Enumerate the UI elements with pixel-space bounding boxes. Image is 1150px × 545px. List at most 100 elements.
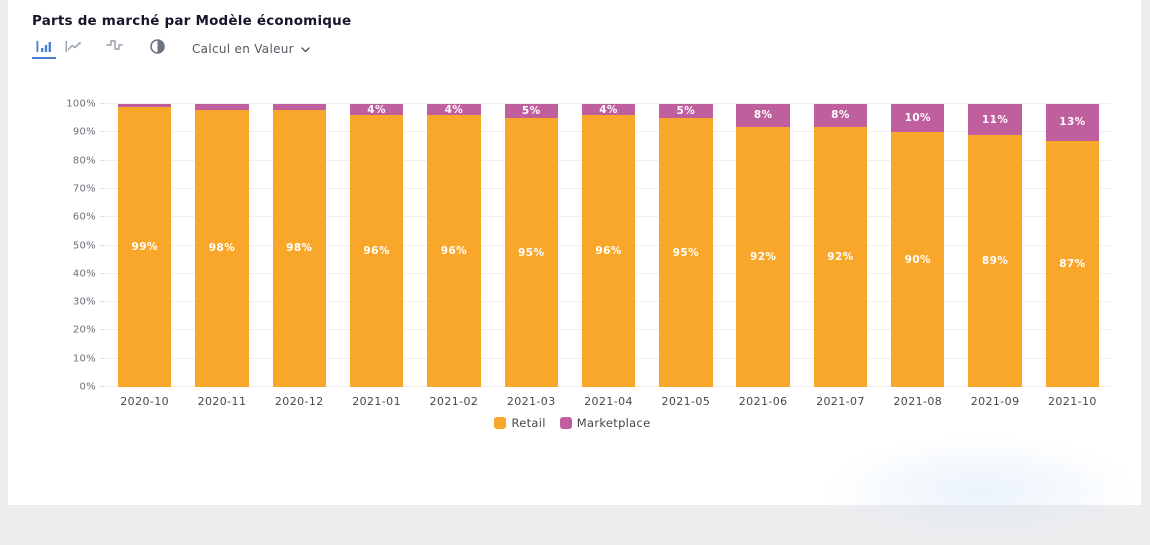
- legend-label: Retail: [511, 416, 546, 430]
- bar-column: 13% 87%: [1034, 104, 1111, 387]
- y-tick-label: 0%: [79, 381, 96, 393]
- retail-segment[interactable]: 96%: [349, 115, 404, 387]
- marketplace-segment[interactable]: 5%: [659, 104, 713, 119]
- marketplace-segment[interactable]: 13%: [1045, 104, 1100, 141]
- retail-segment[interactable]: 92%: [736, 126, 790, 387]
- bar-chart-icon: [36, 40, 52, 53]
- stacked-bar[interactable]: 5% 95%: [504, 104, 558, 387]
- stacked-bar[interactable]: 8% 92%: [813, 104, 868, 387]
- axis-tick: [100, 244, 105, 246]
- bar-chart-icon-button[interactable]: [32, 38, 56, 59]
- stacked-bar[interactable]: 4% 96%: [349, 104, 404, 387]
- chart-header: Parts de marché par Modèle économique: [8, 0, 1141, 59]
- marketplace-segment[interactable]: 4%: [349, 104, 404, 116]
- step-chart-icon-button[interactable]: [102, 38, 126, 59]
- marketplace-segment[interactable]: [195, 104, 249, 110]
- axis-tick: [100, 386, 105, 387]
- bar-column: 4% 96%: [570, 104, 647, 387]
- stacked-bar[interactable]: 4% 96%: [427, 104, 481, 387]
- y-tick-label: 70%: [72, 183, 96, 195]
- chart-title: Parts de marché par Modèle économique: [32, 13, 352, 29]
- y-tick-label: 40%: [72, 268, 96, 280]
- calculation-mode-dropdown[interactable]: Calcul en Valeur: [192, 42, 310, 56]
- y-tick-label: 10%: [72, 353, 96, 365]
- legend-item-retail[interactable]: Retail: [494, 416, 545, 430]
- x-tick-label: 2021-01: [352, 395, 401, 408]
- bar-column: 99%: [106, 104, 183, 387]
- step-chart-icon: [105, 39, 123, 53]
- bars-row: 99% 98% 98% 4% 96% 4% 96% 5% 95% 4% 96% 5% 95% 8% 92% 8…: [106, 104, 1111, 387]
- chart-card: Parts de marché par Modèle économique: [8, 0, 1141, 545]
- marketplace-segment[interactable]: 8%: [736, 104, 790, 127]
- retail-segment[interactable]: 92%: [813, 126, 868, 387]
- retail-segment[interactable]: 96%: [581, 115, 636, 387]
- legend: Retail Marketplace: [34, 416, 1111, 430]
- retail-segment[interactable]: 87%: [1045, 140, 1100, 387]
- chevron-down-icon: [301, 42, 310, 56]
- bar-column: 98%: [261, 104, 338, 387]
- legend-item-marketplace[interactable]: Marketplace: [559, 416, 651, 430]
- chart-area: 0% 10% 20% 30% 40% 50% 60% 70% 80% 90% 100% 99% 98%…: [34, 99, 1111, 430]
- contrast-icon: [149, 38, 165, 54]
- x-tick-label: 2020-11: [197, 395, 247, 408]
- stacked-bar[interactable]: 11% 89%: [968, 104, 1022, 387]
- x-tick-label: 2021-06: [738, 395, 788, 408]
- x-tick-label: 2021-05: [661, 395, 711, 408]
- stacked-bar[interactable]: 8% 92%: [736, 104, 790, 387]
- axis-tick: [100, 329, 105, 331]
- axis-tick: [100, 301, 105, 303]
- marketplace-segment[interactable]: 8%: [813, 104, 868, 127]
- stacked-bar[interactable]: 98%: [272, 104, 326, 387]
- bar-column: 8% 92%: [725, 104, 802, 387]
- marketplace-segment[interactable]: 4%: [581, 104, 636, 116]
- retail-segment[interactable]: 89%: [968, 135, 1022, 387]
- x-tick-label: 2021-10: [1048, 395, 1097, 408]
- marketplace-segment[interactable]: 11%: [968, 104, 1022, 136]
- retail-segment[interactable]: 99%: [117, 106, 172, 387]
- x-tick-label: 2021-09: [970, 395, 1020, 408]
- retail-segment[interactable]: 90%: [891, 132, 945, 387]
- retail-segment[interactable]: 95%: [504, 118, 558, 387]
- y-tick-label: 60%: [72, 211, 96, 223]
- retail-segment[interactable]: 98%: [272, 109, 326, 387]
- y-tick-label: 100%: [66, 98, 96, 110]
- bar-column: 4% 96%: [415, 104, 492, 387]
- retail-segment[interactable]: 98%: [195, 109, 249, 387]
- x-tick-label: 2021-04: [584, 395, 633, 408]
- bar-column: 8% 92%: [802, 104, 879, 387]
- bar-column: 5% 95%: [493, 104, 570, 387]
- x-tick-label: 2020-12: [274, 395, 324, 408]
- stacked-bar[interactable]: 99%: [117, 104, 172, 387]
- stacked-bar[interactable]: 5% 95%: [659, 104, 713, 387]
- legend-swatch: [559, 417, 572, 429]
- marketplace-segment[interactable]: 10%: [891, 104, 945, 133]
- marketplace-segment[interactable]: 5%: [504, 104, 558, 119]
- retail-segment[interactable]: 96%: [427, 115, 481, 387]
- plot-area: 99% 98% 98% 4% 96% 4% 96% 5% 95% 4% 96% 5% 95% 8% 92% 8…: [100, 103, 1111, 387]
- line-chart-icon-button[interactable]: [61, 38, 85, 59]
- x-tick-label: 2021-08: [893, 395, 943, 408]
- y-tick-label: 90%: [72, 126, 96, 138]
- marketplace-segment[interactable]: [117, 104, 172, 107]
- gridline: [100, 103, 1111, 104]
- stacked-bar[interactable]: 13% 87%: [1045, 104, 1100, 387]
- stacked-bar[interactable]: 98%: [195, 104, 249, 387]
- contrast-icon-button[interactable]: [145, 38, 169, 59]
- bar-column: 5% 95%: [647, 104, 724, 387]
- marketplace-segment[interactable]: 4%: [427, 104, 481, 116]
- bar-column: 10% 90%: [879, 104, 956, 387]
- stacked-bar[interactable]: 4% 96%: [581, 104, 636, 387]
- y-tick-label: 20%: [72, 324, 96, 336]
- legend-swatch: [494, 417, 507, 429]
- x-tick-label: 2021-02: [429, 395, 479, 408]
- y-tick-label: 50%: [72, 240, 96, 251]
- legend-label: Marketplace: [576, 416, 651, 430]
- x-tick-label: 2021-07: [816, 395, 865, 408]
- stacked-bar[interactable]: 10% 90%: [891, 104, 945, 387]
- x-axis: 2020-10 2020-11 2020-12 2021-01 2021-02 2021-…: [106, 395, 1111, 408]
- chart-toolbar: Calcul en Valeur: [32, 38, 1141, 59]
- retail-segment[interactable]: 95%: [659, 118, 713, 387]
- axis-tick: [100, 216, 105, 218]
- y-tick-label: 80%: [72, 155, 96, 167]
- marketplace-segment[interactable]: [272, 104, 326, 110]
